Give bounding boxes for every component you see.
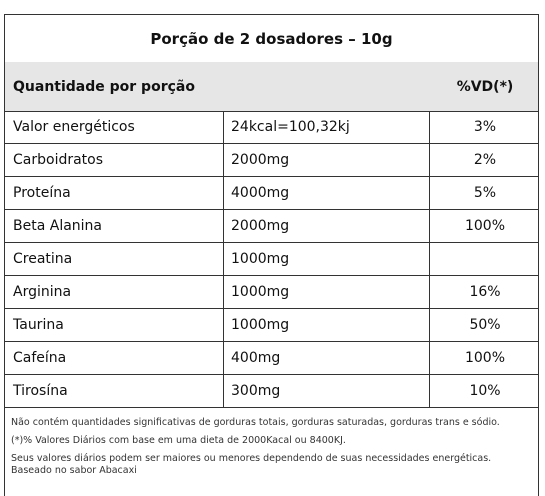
nutrient-name: Carboidratos [13, 152, 104, 168]
nutrient-amount: 400mg [231, 350, 281, 366]
nutrient-amount: 1000mg [231, 317, 290, 333]
nutrient-amount: 1000mg [231, 251, 290, 267]
footnotes: Não contém quantidades significativas de… [11, 417, 531, 477]
nutrient-name: Cafeína [13, 350, 67, 366]
nutrient-amount: 4000mg [231, 185, 290, 201]
nutrient-vd: 2% [473, 152, 497, 168]
nutrient-amount: 2000mg [231, 218, 290, 234]
footnote-flavor: Baseado no sabor Abacaxi [11, 465, 137, 476]
table-row: Arginina 1000mg 16% [5, 276, 538, 309]
nutrient-vd: 100% [464, 218, 506, 234]
table-row: Carboidratos 2000mg 2% [5, 144, 538, 177]
column-divider [429, 111, 430, 408]
table-body: Valor energéticos 24kcal=100,32kj 3% Car… [5, 111, 538, 408]
nutrient-vd [430, 243, 540, 275]
nutrient-vd: 16% [469, 284, 501, 300]
table-row: Beta Alanina 2000mg 100% [5, 210, 538, 243]
header-daily-value: %VD(*) [456, 78, 514, 95]
nutrient-name: Tirosína [13, 383, 68, 399]
nutrient-vd: 100% [464, 350, 506, 366]
nutrient-name: Beta Alanina [13, 218, 102, 234]
table-row: Taurina 1000mg 50% [5, 309, 538, 342]
table-row: Tirosína 300mg 10% [5, 375, 538, 408]
table-row: Proteína 4000mg 5% [5, 177, 538, 210]
nutrient-vd: 10% [469, 383, 501, 399]
nutrient-amount: 24kcal=100,32kj [231, 119, 350, 135]
nutrient-vd: 50% [469, 317, 501, 333]
table-header: Quantidade por porção %VD(*) [5, 62, 538, 112]
serving-title: Porção de 2 dosadores – 10g [5, 15, 538, 63]
nutrient-vd: 5% [473, 185, 497, 201]
footnote-daily-values: (*)% Valores Diários com base em uma die… [11, 435, 346, 446]
nutrient-name: Valor energéticos [13, 119, 135, 135]
column-divider [223, 111, 224, 408]
nutrient-amount: 1000mg [231, 284, 290, 300]
nutrient-name: Arginina [13, 284, 72, 300]
nutrient-name: Taurina [13, 317, 64, 333]
nutrient-amount: 300mg [231, 383, 281, 399]
table-row: Creatina 1000mg [5, 243, 538, 276]
nutrient-name: Proteína [13, 185, 71, 201]
header-quantity: Quantidade por porção [13, 78, 195, 95]
footnote-values-may-vary: Seus valores diários podem ser maiores o… [11, 453, 492, 464]
nutrient-amount: 2000mg [231, 152, 290, 168]
table-row: Cafeína 400mg 100% [5, 342, 538, 375]
nutrition-table: Porção de 2 dosadores – 10g Quantidade p… [4, 14, 539, 496]
nutrient-name: Creatina [13, 251, 73, 267]
table-row: Valor energéticos 24kcal=100,32kj 3% [5, 111, 538, 144]
footnote-no-significant: Não contém quantidades significativas de… [11, 417, 500, 428]
nutrient-vd: 3% [473, 119, 497, 135]
